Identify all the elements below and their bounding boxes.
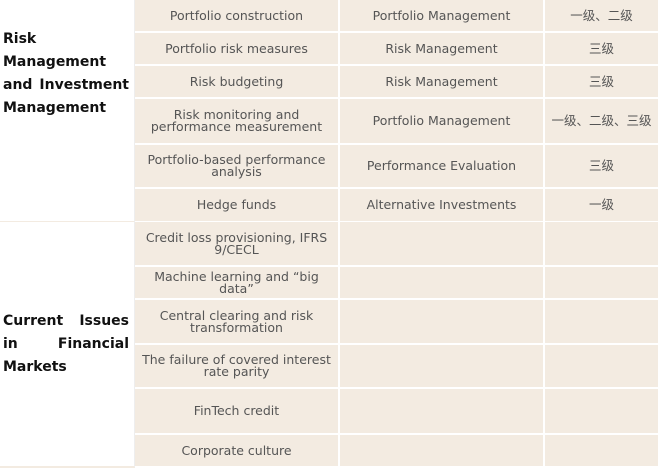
study-area: Risk Management xyxy=(340,66,545,99)
empty-cell xyxy=(340,389,545,435)
topic: Portfolio construction xyxy=(135,0,340,33)
exam-level: 一级 xyxy=(545,189,660,223)
exam-level: 三级 xyxy=(545,66,660,99)
empty-cell xyxy=(545,345,660,389)
group-label: Current Issues in Financial Markets xyxy=(0,222,135,468)
topic: Central clearing and risk transformation xyxy=(135,300,340,345)
topic: Portfolio-based performance analysis xyxy=(135,145,340,189)
study-area: Portfolio Management xyxy=(340,0,545,33)
empty-cell xyxy=(340,345,545,389)
topic: Risk monitoring and performance measurem… xyxy=(135,99,340,145)
empty-cell xyxy=(545,435,660,468)
study-area: Portfolio Management xyxy=(340,99,545,145)
topic: Corporate culture xyxy=(135,435,340,468)
group-label-text: Current Issues in Financial Markets xyxy=(3,312,129,375)
study-area: Performance Evaluation xyxy=(340,145,545,189)
exam-level: 一级、二级 xyxy=(545,0,660,33)
topic: The failure of covered interest rate par… xyxy=(135,345,340,389)
study-area: Risk Management xyxy=(340,33,545,66)
exam-level: 三级 xyxy=(545,145,660,189)
topic: Machine learning and “big data” xyxy=(135,267,340,300)
empty-cell xyxy=(545,222,660,267)
group-label-text: Risk Management and Investment Managemen… xyxy=(3,31,129,116)
empty-cell xyxy=(340,300,545,345)
empty-cell xyxy=(545,267,660,300)
exam-level: 一级、二级、三级 xyxy=(545,99,660,145)
empty-cell xyxy=(340,222,545,267)
empty-cell xyxy=(340,267,545,300)
topic: Credit loss provisioning, IFRS 9/CECL xyxy=(135,222,340,267)
topic: Hedge funds xyxy=(135,189,340,223)
group-label: Risk Management and Investment Managemen… xyxy=(0,0,135,223)
topic: FinTech credit xyxy=(135,389,340,435)
topic: Portfolio risk measures xyxy=(135,33,340,66)
study-area: Alternative Investments xyxy=(340,189,545,223)
empty-cell xyxy=(545,389,660,435)
empty-cell xyxy=(340,435,545,468)
topic: Risk budgeting xyxy=(135,66,340,99)
empty-cell xyxy=(545,300,660,345)
exam-level: 三级 xyxy=(545,33,660,66)
